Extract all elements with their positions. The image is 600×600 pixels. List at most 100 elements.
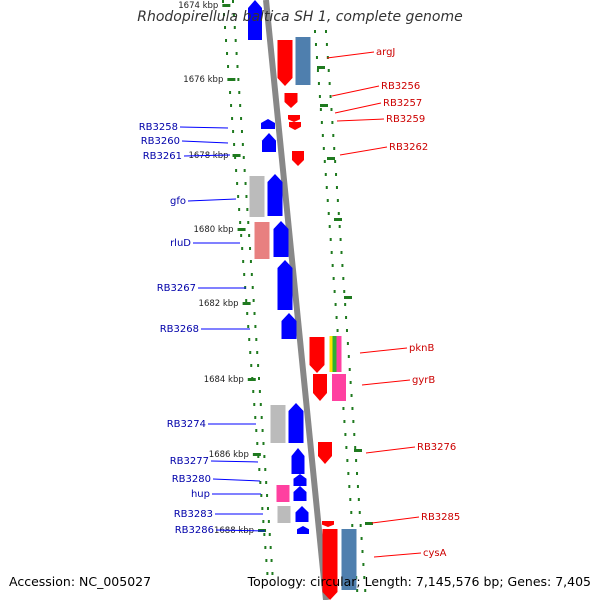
tick-marks: 1674 kbp 1676 kbp 1678 kbp 1680 kbp 1682 kbp… — [178, 1, 373, 536]
guide-dot — [263, 533, 266, 536]
guide-dot — [242, 260, 245, 263]
tick-mark — [365, 522, 373, 525]
tick-mark — [232, 154, 241, 157]
guide-dot — [253, 403, 256, 406]
guide-dot — [232, 130, 235, 133]
rna-feature — [332, 336, 338, 372]
guide-dot — [236, 182, 239, 185]
guide-dot — [260, 494, 263, 497]
guide-dot — [345, 329, 348, 332]
gene-label-right: cysA — [423, 548, 447, 559]
tick-mark — [317, 66, 325, 69]
guide-dot — [256, 442, 259, 445]
guide-dot — [323, 160, 326, 163]
guide-dot — [242, 156, 245, 159]
guide-dot — [252, 299, 255, 302]
guide-dot — [271, 572, 274, 575]
reverse-gene — [322, 521, 334, 527]
guide-dot — [261, 429, 264, 432]
guide-dot — [243, 273, 246, 276]
gene-label-left: RB3258 — [139, 122, 178, 133]
guide-dot — [223, 13, 226, 16]
guide-dot — [332, 134, 335, 137]
gene-label-left: RB3286 — [175, 525, 214, 536]
guide-dot — [316, 69, 319, 72]
guide-dot — [267, 520, 270, 523]
guide-dot — [257, 364, 260, 367]
guide-dot — [314, 43, 317, 46]
guide-dot — [234, 39, 237, 42]
guide-dot — [224, 26, 227, 29]
guide-dot — [247, 221, 250, 224]
genome-summary-text: Topology: circular; Length: 7,145,576 bp… — [247, 574, 591, 589]
gene-label-right: RB3262 — [389, 142, 428, 153]
forward-gene — [297, 526, 309, 534]
gene-label-left: hup — [191, 489, 210, 500]
guide-dot — [319, 108, 322, 111]
guide-dot — [336, 199, 339, 202]
guide-dot — [243, 169, 246, 172]
guide-dot — [225, 39, 228, 42]
guide-dot — [322, 147, 325, 150]
guide-dot — [247, 325, 250, 328]
guide-dot — [359, 524, 362, 527]
rna-feature — [332, 374, 346, 401]
guide-dot — [340, 251, 343, 254]
gene-label-left: RB3280 — [172, 474, 211, 485]
guide-dot — [245, 299, 248, 302]
tick-mark — [334, 218, 342, 221]
reverse-gene — [288, 115, 300, 122]
guide-dot — [246, 208, 249, 211]
guide-dot — [329, 95, 332, 98]
gene-label-left: rluD — [170, 238, 191, 249]
guide-dot — [346, 459, 349, 462]
guide-dot — [344, 433, 347, 436]
guide-dot — [229, 91, 232, 94]
rna-feature — [295, 37, 311, 85]
guide-dot — [336, 329, 339, 332]
guide-dot — [351, 524, 354, 527]
guide-dot — [348, 485, 351, 488]
pseudo-gene — [249, 176, 265, 217]
reverse-gene — [284, 93, 298, 108]
guide-dot — [338, 225, 341, 228]
guide-dot — [334, 303, 337, 306]
guide-dot — [237, 78, 240, 81]
gene-label-right: RB3257 — [383, 98, 422, 109]
guide-dot — [354, 446, 357, 449]
gene-label-left: RB3283 — [174, 509, 213, 520]
guide-dot — [258, 377, 260, 380]
label-leader — [187, 198, 237, 202]
reverse-gene — [292, 151, 304, 166]
guide-dot — [262, 520, 265, 523]
reverse-gene — [277, 40, 293, 86]
guide-dot — [363, 576, 366, 579]
tick-mark — [227, 78, 236, 81]
guide-dot — [260, 416, 263, 419]
guide-dot — [244, 182, 247, 185]
guide-dot — [342, 277, 345, 280]
tick-mark — [222, 4, 231, 7]
gene-label-right: argJ — [376, 47, 395, 58]
guide-dot — [232, 13, 235, 16]
tick-label: 1688 kbp — [214, 526, 254, 536]
guide-dot — [240, 130, 243, 133]
gene-label-right: RB3259 — [386, 114, 425, 125]
guide-dot — [259, 403, 262, 406]
forward-gene — [295, 506, 309, 522]
guide-dot — [227, 65, 230, 68]
guide-dot — [342, 407, 345, 410]
tick-mark — [242, 302, 251, 305]
reverse-gene — [322, 529, 338, 600]
gene-features — [248, 0, 357, 600]
tick-label: 1678 kbp — [188, 151, 228, 161]
guide-dot — [251, 286, 254, 289]
forward-gene — [293, 486, 307, 501]
guide-dot — [325, 186, 328, 189]
genome-title: Rhodopirellula baltica SH 1, complete ge… — [137, 9, 463, 25]
guide-dot — [238, 91, 241, 94]
guide-dot — [241, 143, 244, 146]
guide-dot — [331, 121, 334, 124]
guide-dot — [230, 104, 233, 107]
